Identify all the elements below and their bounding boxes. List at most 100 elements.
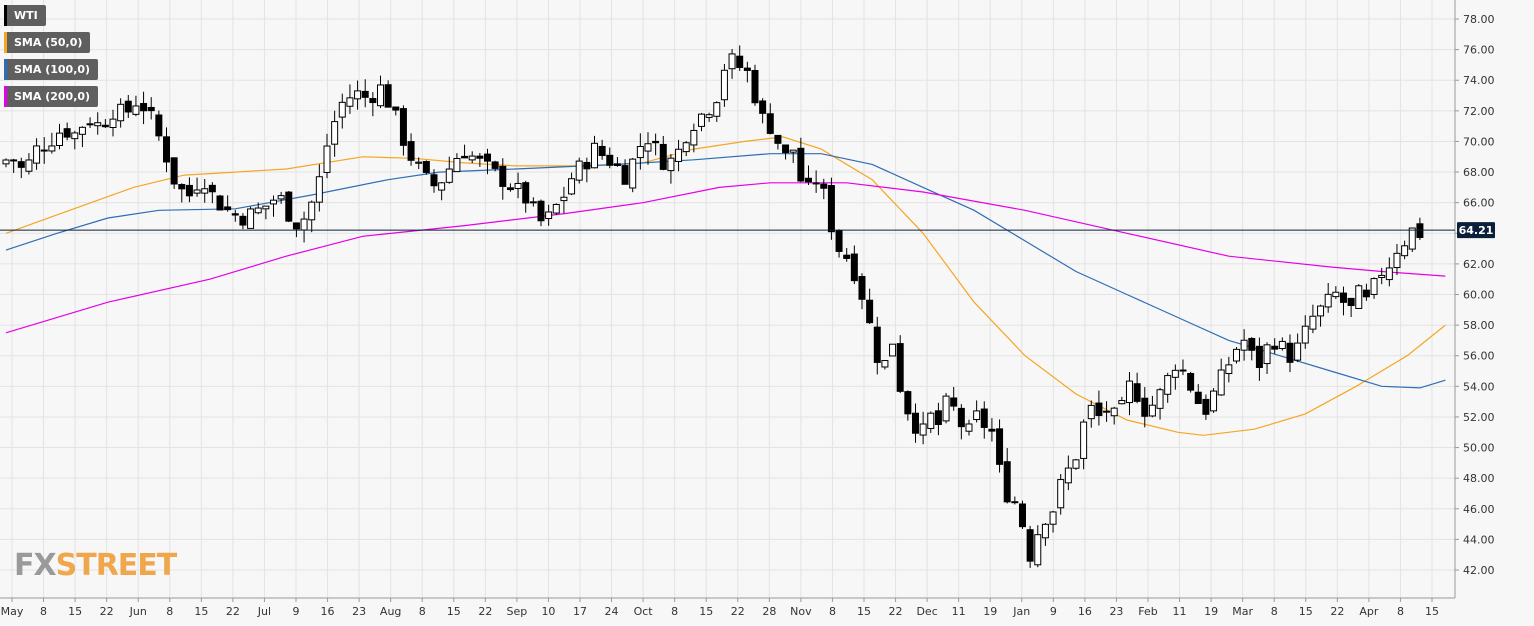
candle-bearish <box>407 141 415 161</box>
candle-bearish <box>613 163 621 166</box>
candle-bearish <box>1416 223 1424 238</box>
y-tick-label: 52.00 <box>1463 411 1495 424</box>
candle-bullish <box>1156 389 1164 409</box>
candle-bearish <box>86 123 94 126</box>
candle-bearish <box>1141 397 1149 417</box>
candle-bearish <box>208 184 216 193</box>
candle-bearish <box>216 195 224 211</box>
candle-bullish <box>1064 467 1072 484</box>
candle-bullish <box>1034 534 1042 566</box>
legend-label-sma-50: SMA (50,0) <box>14 36 83 49</box>
x-tick-label: 22 <box>731 605 745 618</box>
candle-bearish <box>461 155 469 159</box>
x-tick-label: 8 <box>671 605 678 618</box>
candle-bearish <box>224 206 232 211</box>
current-price-label: 64.21 <box>1459 224 1494 237</box>
candle-bearish <box>858 276 866 300</box>
candle-bullish <box>1179 369 1187 372</box>
candle-bullish <box>468 155 476 161</box>
candle-bearish <box>980 408 988 428</box>
y-tick-label: 48.00 <box>1463 472 1495 485</box>
candle-bearish <box>782 144 790 154</box>
x-tick-label: Oct <box>634 605 654 618</box>
candle-bearish <box>827 185 835 233</box>
candle-bullish <box>262 205 270 210</box>
candle-bearish <box>820 183 828 189</box>
legend-label-sma-100: SMA (100,0) <box>14 63 91 76</box>
x-tick-label: 24 <box>605 605 619 618</box>
candle-bearish <box>957 407 965 428</box>
legend-sma-200[interactable]: SMA (200,0) <box>4 86 99 107</box>
candle-bullish <box>1278 340 1286 350</box>
candle-bearish <box>896 343 904 392</box>
legend-wti[interactable]: WTI <box>4 5 46 26</box>
x-tick-label: 17 <box>573 605 587 618</box>
candle-bullish <box>354 90 362 100</box>
x-tick-label: Jan <box>1012 605 1030 618</box>
candle-bullish <box>568 178 576 195</box>
candle-bearish <box>988 428 996 432</box>
x-tick-label: Dec <box>916 605 937 618</box>
candle-bearish <box>996 428 1004 465</box>
x-tick-label: 15 <box>699 605 713 618</box>
y-tick-label: 58.00 <box>1463 319 1495 332</box>
y-tick-label: 76.00 <box>1463 44 1495 57</box>
candle-bearish <box>934 410 942 426</box>
logo-fx: FX <box>14 548 57 583</box>
x-tick-label: Nov <box>790 605 812 618</box>
y-tick-label: 70.00 <box>1463 135 1495 148</box>
candle-bullish <box>445 168 453 183</box>
candle-bearish <box>1362 289 1370 298</box>
legend-swatch-wti <box>4 5 7 26</box>
candle-bullish <box>1378 274 1386 278</box>
candle-bearish <box>606 154 614 166</box>
x-tick-label: 8 <box>829 605 836 618</box>
legend-label-sma-200: SMA (200,0) <box>14 90 91 103</box>
x-tick-label: 8 <box>419 605 426 618</box>
candle-bullish <box>552 203 560 214</box>
legend-swatch-sma-50 <box>4 32 7 53</box>
candle-bearish <box>804 177 812 183</box>
x-tick-label: 15 <box>857 605 871 618</box>
candle-bullish <box>927 412 935 429</box>
x-tick-label: 15 <box>68 605 82 618</box>
logo-street: STREET <box>55 548 178 583</box>
candle-bullish <box>1110 407 1118 417</box>
candle-bullish <box>942 395 950 422</box>
candle-bearish <box>1271 345 1279 350</box>
candle-bearish <box>598 145 606 157</box>
candle-bearish <box>369 98 377 104</box>
x-tick-label: 8 <box>166 605 173 618</box>
x-tick-label: 10 <box>541 605 555 618</box>
candle-bullish <box>201 188 209 194</box>
candle-bearish <box>399 108 407 146</box>
candle-bullish <box>545 211 553 220</box>
candle-bearish <box>1026 529 1034 562</box>
legend-sma-50[interactable]: SMA (50,0) <box>4 32 91 53</box>
candle-bearish <box>659 143 667 170</box>
candle-bullish <box>71 132 79 140</box>
candle-bearish <box>140 103 148 112</box>
candle-bullish <box>78 126 86 135</box>
x-tick-label: 8 <box>1397 605 1404 618</box>
y-tick-label: 78.00 <box>1463 13 1495 26</box>
x-tick-label: Feb <box>1138 605 1157 618</box>
candle-bullish <box>331 121 339 145</box>
x-tick-label: Jul <box>257 605 271 618</box>
candle-bullish <box>55 132 63 146</box>
candle-bullish <box>1171 369 1179 378</box>
candle-bullish <box>1301 325 1309 344</box>
candle-bearish <box>774 134 782 144</box>
candle-bullish <box>94 122 102 127</box>
candle-bearish <box>743 67 751 71</box>
candle-bullish <box>1317 305 1325 317</box>
legend-swatch-sma-100 <box>4 59 7 80</box>
x-tick-label: 8 <box>40 605 47 618</box>
x-tick-label: Mar <box>1232 605 1253 618</box>
legend-sma-100[interactable]: SMA (100,0) <box>4 59 99 80</box>
candle-bearish <box>537 200 545 222</box>
candle-bullish <box>1355 285 1363 309</box>
candle-bullish <box>25 159 33 172</box>
candle-bearish <box>430 174 438 187</box>
candle-bearish <box>17 161 25 168</box>
